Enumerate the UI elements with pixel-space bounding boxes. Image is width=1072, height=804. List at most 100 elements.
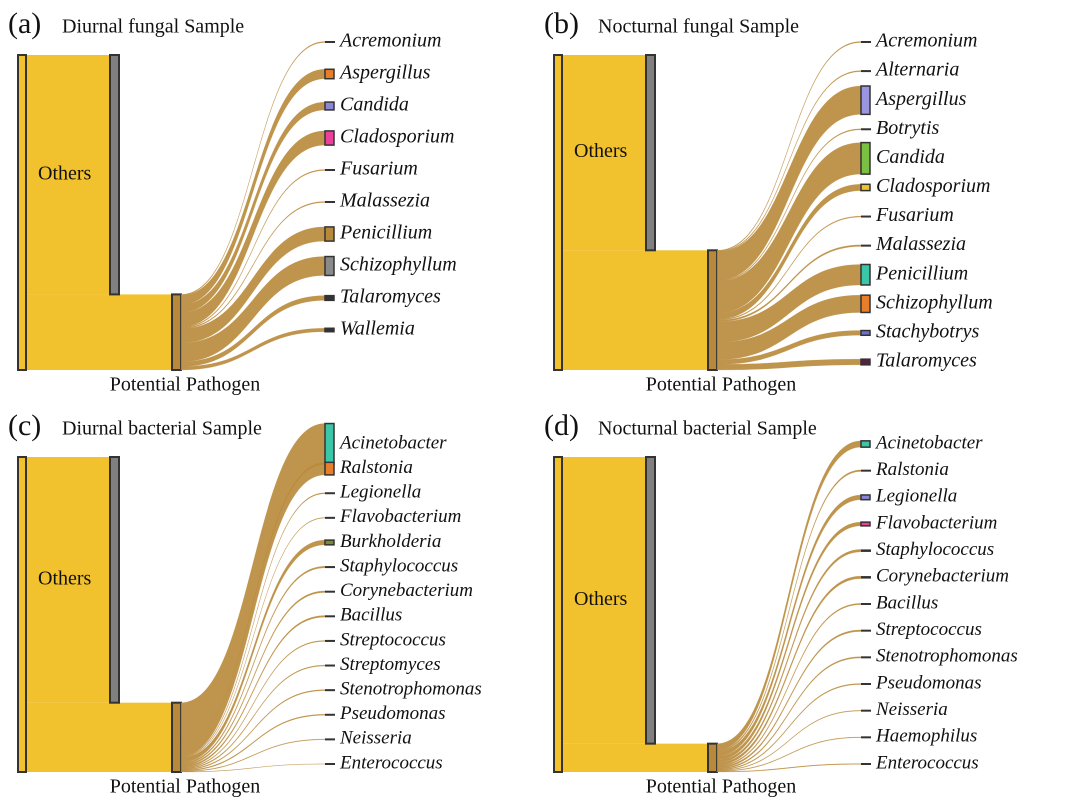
- node: [17, 456, 27, 773]
- node: [325, 201, 335, 203]
- node-label: Potential Pathogen: [646, 776, 797, 798]
- node: [860, 141, 871, 175]
- genus-label: Corynebacterium: [340, 580, 473, 601]
- node: [324, 294, 335, 302]
- panel: (a) Diurnal fungal Sample Others Potential …: [8, 7, 457, 396]
- node: [325, 492, 335, 495]
- genus-label: Acinetobacter: [874, 432, 983, 453]
- node: [861, 70, 871, 73]
- node: [17, 54, 27, 371]
- genus-label: Penicillium: [339, 222, 432, 244]
- node: [325, 41, 335, 43]
- node: [324, 226, 335, 242]
- node: [861, 469, 871, 472]
- genus-label: Penicillium: [875, 262, 968, 284]
- genus-label: Flavobacterium: [339, 506, 461, 527]
- node: [325, 763, 335, 765]
- genus-label: Enterococcus: [339, 752, 443, 773]
- node: [861, 215, 871, 218]
- panel: (c) Diurnal bacterial Sample Others Potenti…: [8, 409, 482, 798]
- node: [325, 615, 335, 618]
- node: [860, 294, 871, 314]
- node: [861, 244, 871, 247]
- genus-label: Ralstonia: [339, 457, 413, 478]
- panel: (b) Nocturnal fungal Sample Others Potentia…: [544, 7, 993, 396]
- node: [861, 683, 871, 685]
- node-label: Others: [38, 567, 92, 589]
- node: [707, 249, 718, 371]
- node: [325, 590, 335, 593]
- node-label: Others: [574, 140, 628, 162]
- genus-label: Streptococcus: [876, 619, 982, 640]
- genus-label: Cladosporium: [340, 126, 454, 148]
- node: [860, 521, 871, 527]
- genus-label: Pseudomonas: [875, 672, 982, 693]
- panel: (d) Nocturnal bacterial Sample Others Poten…: [544, 409, 1018, 798]
- node: [645, 54, 656, 252]
- node: [645, 456, 656, 745]
- flow: [180, 226, 326, 344]
- node-label: Others: [574, 588, 628, 610]
- genus-label: Streptomyces: [340, 654, 441, 675]
- node: [325, 639, 335, 642]
- flow: [562, 457, 646, 744]
- genus-label: Stenotrophomonas: [876, 646, 1018, 667]
- node: [324, 422, 335, 466]
- genus-label: Staphylococcus: [340, 555, 458, 576]
- genus-label: Fusarium: [339, 158, 418, 180]
- flow: [562, 55, 646, 251]
- panel-label: (c): [8, 409, 41, 442]
- genus-label: Flavobacterium: [875, 512, 997, 533]
- node: [109, 456, 120, 704]
- flow: [562, 743, 708, 772]
- node: [861, 629, 871, 632]
- node: [860, 183, 871, 192]
- node: [861, 41, 871, 43]
- flow: [716, 142, 862, 314]
- panel-title: Diurnal bacterial Sample: [62, 418, 262, 440]
- node: [860, 329, 871, 337]
- node: [860, 85, 871, 116]
- genus-label: Aspergillus: [874, 88, 967, 110]
- node-label: Potential Pathogen: [110, 374, 261, 396]
- node: [324, 461, 335, 476]
- node: [325, 566, 335, 569]
- panel-title: Nocturnal bacterial Sample: [598, 418, 817, 440]
- node-label: Potential Pathogen: [646, 374, 797, 396]
- node: [325, 713, 335, 716]
- node: [861, 709, 871, 712]
- flow: [180, 423, 326, 744]
- genus-label: Wallemia: [340, 318, 415, 340]
- node: [324, 68, 335, 80]
- flow: [716, 440, 862, 751]
- genus-label: Schizophyllum: [876, 291, 993, 313]
- genus-label: Fusarium: [875, 204, 954, 226]
- genus-label: Burkholderia: [340, 531, 441, 552]
- flow: [26, 294, 172, 370]
- panel-label: (d): [544, 409, 579, 442]
- node: [861, 549, 871, 552]
- node: [324, 255, 335, 277]
- node: [861, 763, 871, 765]
- node: [171, 701, 182, 774]
- genus-label: Schizophyllum: [340, 254, 457, 276]
- genus-label: Corynebacterium: [876, 566, 1009, 587]
- genus-label: Alternaria: [874, 59, 959, 81]
- node: [553, 54, 563, 371]
- node: [553, 456, 563, 773]
- node: [860, 440, 871, 448]
- node: [860, 358, 871, 366]
- flow: [716, 549, 862, 763]
- genus-label: Stachybotrys: [876, 321, 980, 343]
- panel-label: (a): [8, 7, 41, 40]
- node: [324, 327, 335, 333]
- genus-label: Malassezia: [875, 233, 966, 255]
- node: [325, 738, 335, 741]
- node: [324, 130, 335, 146]
- node: [707, 742, 718, 773]
- node: [171, 293, 182, 371]
- flow: [562, 250, 708, 370]
- node: [861, 128, 871, 131]
- genus-label: Neisseria: [875, 699, 948, 720]
